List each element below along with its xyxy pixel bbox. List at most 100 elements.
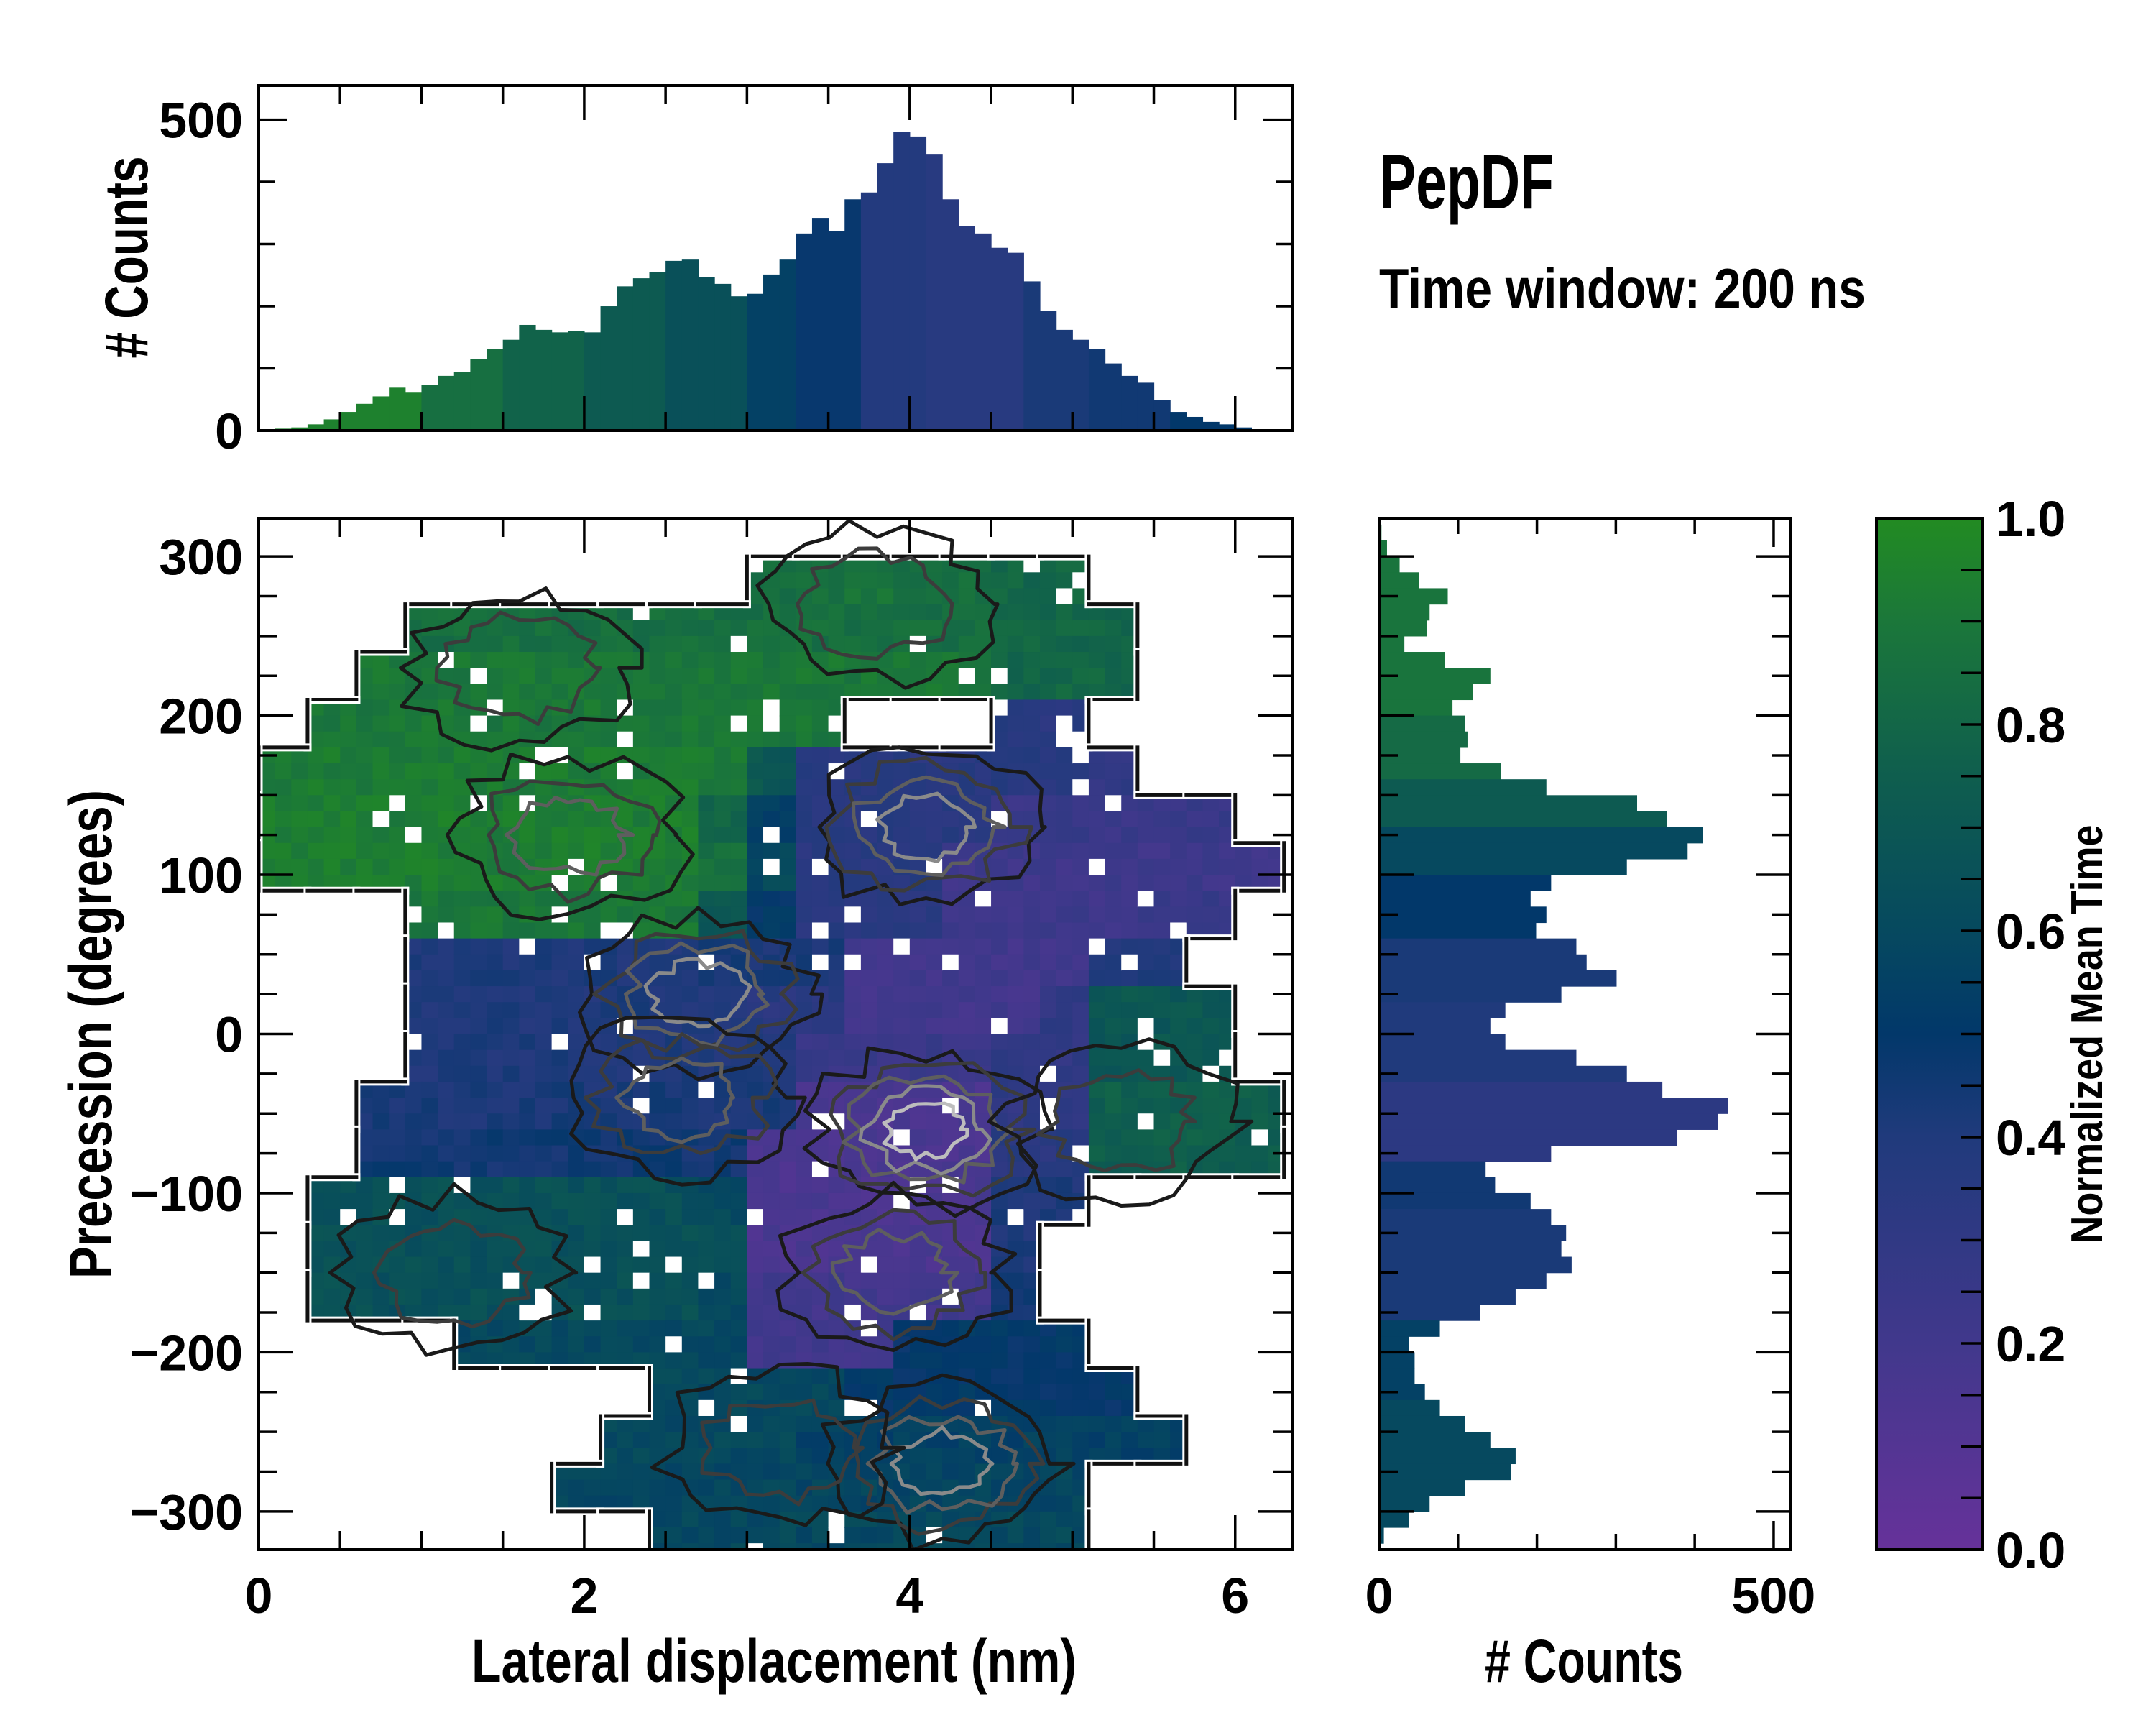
heatmap-cell <box>1235 858 1253 875</box>
heatmap-cell <box>1007 699 1025 717</box>
heatmap-cell <box>340 779 357 796</box>
heatmap-cell <box>340 731 357 748</box>
heatmap-cell <box>502 1336 520 1353</box>
heatmap-cell <box>1088 604 1106 621</box>
heatmap-cell <box>779 1448 797 1465</box>
heatmap-cell <box>860 1098 878 1115</box>
heatmap-cell <box>568 1320 585 1338</box>
heatmap-cell <box>584 1256 602 1274</box>
heatmap-cell <box>487 715 504 732</box>
contour-line <box>487 779 662 904</box>
heatmap-cell <box>893 938 911 955</box>
right-hist-bar <box>1379 588 1448 605</box>
heatmap-cell <box>453 795 471 812</box>
heatmap-cell <box>421 731 438 748</box>
heatmap-cell <box>453 1256 471 1274</box>
heatmap-cell <box>1153 1081 1171 1098</box>
heatmap-cell <box>372 1129 390 1146</box>
heatmap-cell <box>698 1098 715 1115</box>
heatmap-cell <box>698 1192 715 1210</box>
heatmap-cell <box>698 699 715 717</box>
heatmap-cell <box>1039 1177 1057 1194</box>
heatmap-cell <box>665 635 683 653</box>
heatmap-cell <box>665 684 683 701</box>
heatmap-cell <box>1153 986 1171 1003</box>
heatmap-cell <box>438 970 455 987</box>
heatmap-cell <box>893 1034 911 1051</box>
heatmap-cell <box>844 1002 862 1019</box>
heatmap-cell <box>535 1192 553 1210</box>
heatmap-cell <box>730 1415 748 1432</box>
heatmap-cell <box>763 747 780 764</box>
heatmap-cell <box>681 922 699 939</box>
main-y-tick-label: −200 <box>129 1325 243 1381</box>
heatmap-cell <box>1056 1002 1074 1019</box>
heatmap-cell <box>1039 684 1057 701</box>
heatmap-cell <box>975 827 992 844</box>
heatmap-cell <box>860 906 878 924</box>
heatmap-cell <box>1039 858 1057 875</box>
heatmap-cell <box>551 1479 569 1496</box>
heatmap-cell <box>600 954 618 971</box>
heatmap-cell <box>275 858 292 875</box>
heatmap-cell <box>438 891 455 908</box>
heatmap-cell <box>779 763 797 780</box>
heatmap-cell <box>747 1320 764 1338</box>
heatmap-cell <box>1072 1384 1089 1401</box>
heatmap-cell <box>1056 954 1074 971</box>
top-hist-bar <box>909 136 927 431</box>
heatmap-cell <box>763 1241 780 1258</box>
heatmap-cell <box>487 1288 504 1305</box>
heatmap-cell <box>779 1209 797 1226</box>
heatmap-cell <box>551 1018 569 1035</box>
heatmap-cell <box>323 811 341 828</box>
heatmap-cell <box>811 1527 829 1544</box>
heatmap-cell <box>600 1448 618 1465</box>
heatmap-cell <box>714 1256 732 1274</box>
heatmap-cell <box>535 1113 553 1131</box>
heatmap-cell <box>844 1304 862 1321</box>
heatmap-cell <box>519 986 536 1003</box>
heatmap-cell <box>1235 1129 1253 1146</box>
heatmap-cell <box>991 556 1008 574</box>
heatmap-cell <box>1088 795 1106 812</box>
heatmap-cell <box>1105 795 1123 812</box>
heatmap-cell <box>714 1288 732 1305</box>
heatmap-cell <box>1072 763 1089 780</box>
right-hist-bar <box>1379 1145 1552 1162</box>
top-hist-y-tick-label: 0 <box>215 403 243 459</box>
heatmap-cell <box>1121 970 1138 987</box>
heatmap-cell <box>453 1272 471 1289</box>
heatmap-cell <box>730 779 748 796</box>
heatmap-cell <box>1105 779 1123 796</box>
heatmap-cell <box>617 1463 634 1481</box>
heatmap-cell <box>535 986 553 1003</box>
heatmap-cell <box>568 1145 585 1162</box>
heatmap-cell <box>975 1288 992 1305</box>
heatmap-cell <box>568 922 585 939</box>
heatmap-cell <box>502 1177 520 1194</box>
heatmap-cell <box>779 668 797 685</box>
heatmap-cell <box>535 668 553 685</box>
heatmap-cell <box>1137 922 1155 939</box>
heatmap-cell <box>617 1225 634 1242</box>
heatmap-cell <box>405 1113 423 1131</box>
heatmap-cell <box>453 827 471 844</box>
heatmap-cell <box>844 1272 862 1289</box>
top-hist-bar <box>1202 421 1220 431</box>
heatmap-cell <box>844 986 862 1003</box>
heatmap-cell <box>600 875 618 891</box>
heatmap-cell <box>421 1049 438 1067</box>
heatmap-cell <box>1007 731 1025 748</box>
heatmap-cell <box>1023 1384 1041 1401</box>
right-hist-bar <box>1379 1049 1577 1067</box>
heatmap-cell <box>796 922 813 939</box>
heatmap-cell <box>1039 1543 1057 1550</box>
heatmap-cell <box>502 986 520 1003</box>
right-hist-bar <box>1379 572 1419 589</box>
heatmap-cell <box>828 668 846 685</box>
heatmap-cell <box>991 954 1008 971</box>
heatmap-cell <box>405 842 423 860</box>
heatmap-cell <box>926 572 943 589</box>
heatmap-cell <box>600 1288 618 1305</box>
